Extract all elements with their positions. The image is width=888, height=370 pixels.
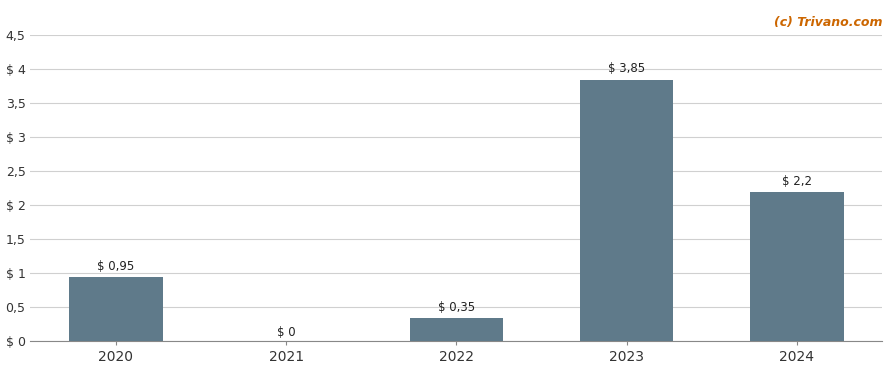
Bar <box>580 80 673 342</box>
Text: $ 0,95: $ 0,95 <box>98 260 135 273</box>
Bar <box>69 277 163 342</box>
Text: $ 0: $ 0 <box>277 326 296 339</box>
Bar <box>750 192 844 342</box>
Text: (c) Trivano.com: (c) Trivano.com <box>774 16 883 29</box>
Text: $ 3,85: $ 3,85 <box>608 63 646 75</box>
Bar <box>409 317 503 342</box>
Text: $ 0,35: $ 0,35 <box>438 300 475 313</box>
Text: $ 2,2: $ 2,2 <box>782 175 812 188</box>
